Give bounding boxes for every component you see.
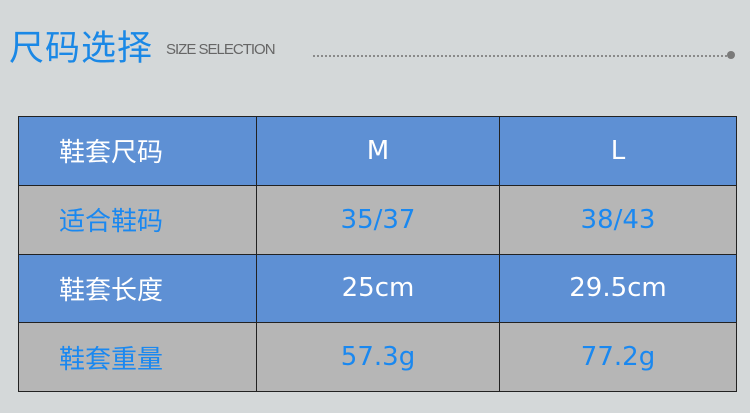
divider-end-dot — [727, 51, 735, 59]
size-m-cell: M — [256, 116, 500, 186]
section-subtitle: SIZE SELECTION — [166, 41, 276, 58]
size-l-cell: L — [499, 116, 737, 186]
dotted-divider — [313, 55, 727, 57]
row-label: 鞋套尺码 — [18, 116, 257, 186]
size-l-cell: 29.5cm — [499, 253, 737, 324]
row-label: 适合鞋码 — [18, 184, 257, 255]
table-row: 鞋套尺码 M L — [18, 116, 737, 186]
row-label: 鞋套重量 — [18, 322, 257, 392]
section-title: 尺码选择 — [9, 29, 154, 69]
size-l-cell: 77.2g — [499, 322, 737, 392]
size-l-cell: 38/43 — [499, 184, 737, 255]
table-row: 鞋套重量 57.3g 77.2g — [18, 322, 737, 392]
size-m-cell: 35/37 — [256, 184, 500, 255]
row-label: 鞋套长度 — [18, 253, 257, 324]
size-m-cell: 57.3g — [256, 322, 500, 392]
size-table: 鞋套尺码 M L 适合鞋码 35/37 38/43 鞋套长度 25cm 29.5… — [18, 116, 737, 392]
size-m-cell: 25cm — [256, 253, 500, 324]
table-row: 适合鞋码 35/37 38/43 — [18, 184, 737, 255]
table-row: 鞋套长度 25cm 29.5cm — [18, 253, 737, 324]
